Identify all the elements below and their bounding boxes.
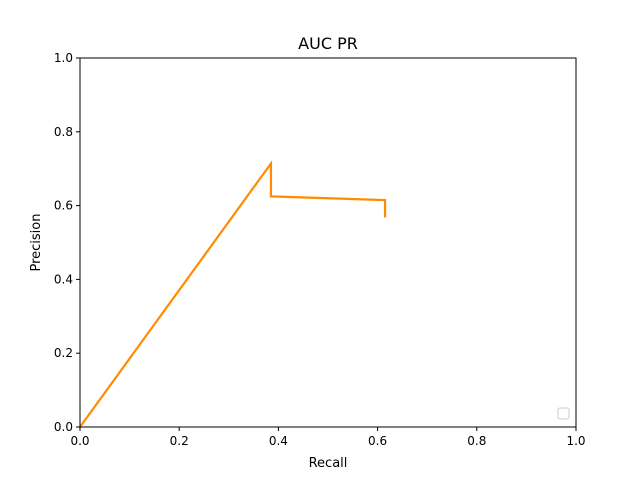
y-axis-label: Precision bbox=[29, 213, 44, 271]
y-axis-ticks: 0.0 0.2 0.4 0.6 0.8 1.0 bbox=[54, 51, 80, 434]
x-tick-label: 0.4 bbox=[269, 434, 288, 448]
x-axis-label: Recall bbox=[309, 456, 348, 471]
y-tick-label: 0.0 bbox=[54, 420, 73, 434]
plot-frame bbox=[79, 57, 577, 428]
pr-curve-line bbox=[78, 160, 387, 429]
x-tick-label: 1.0 bbox=[566, 434, 585, 448]
y-tick-label: 1.0 bbox=[54, 51, 73, 65]
y-tick-label: 0.2 bbox=[54, 346, 73, 360]
x-axis-ticks: 0.0 0.2 0.4 0.6 0.8 1.0 bbox=[70, 427, 586, 448]
plot-area bbox=[80, 58, 576, 427]
x-tick-label: 0.2 bbox=[170, 434, 189, 448]
y-tick-label: 0.8 bbox=[54, 125, 73, 139]
x-tick-label: 0.8 bbox=[467, 434, 486, 448]
legend bbox=[557, 407, 570, 420]
x-tick-label: 0.0 bbox=[70, 434, 89, 448]
chart-title: AUC PR bbox=[298, 34, 358, 53]
series-layer bbox=[78, 160, 387, 429]
y-tick-label: 0.6 bbox=[54, 199, 73, 213]
y-tick-label: 0.4 bbox=[54, 272, 73, 286]
x-tick-label: 0.6 bbox=[368, 434, 387, 448]
legend-box bbox=[557, 407, 570, 420]
